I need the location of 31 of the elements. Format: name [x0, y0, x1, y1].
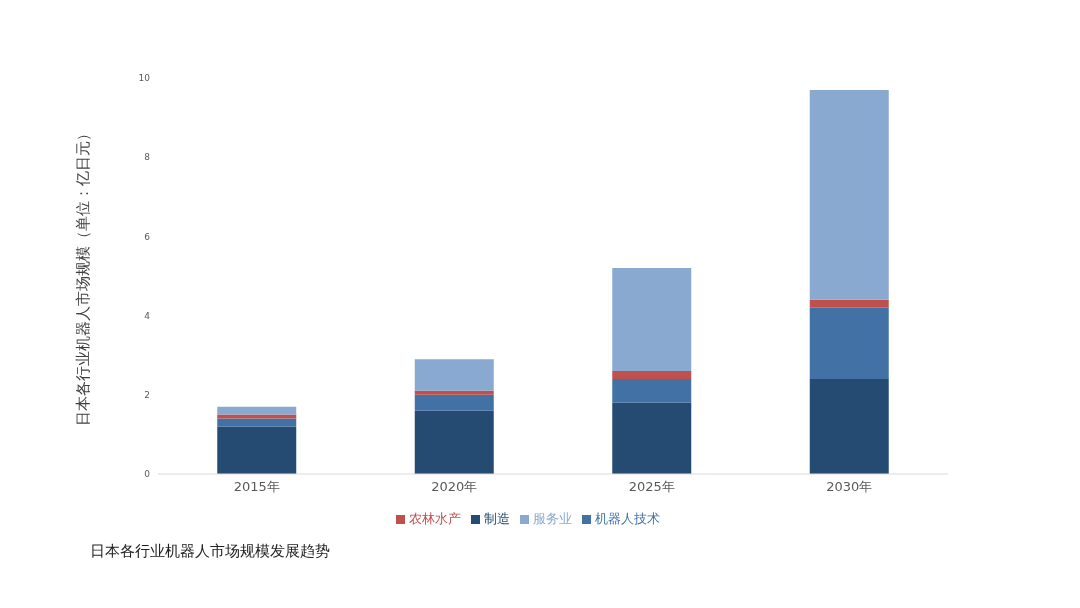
bar — [809, 307, 889, 379]
bar — [414, 359, 494, 391]
y-tick-label: 2 — [144, 389, 150, 400]
y-tick-label: 6 — [144, 231, 151, 242]
bar — [809, 378, 889, 474]
legend-label: 农林水产 — [409, 511, 461, 526]
bar — [414, 410, 494, 474]
bar — [612, 402, 692, 474]
y-tick-label: 0 — [144, 469, 151, 480]
bar — [217, 414, 297, 419]
bar — [217, 426, 297, 474]
y-tick-label: 4 — [144, 310, 151, 321]
legend-label: 服务业 — [533, 511, 572, 526]
x-tick-label: 2015年 — [233, 479, 280, 495]
legend-label: 制造 — [484, 511, 510, 526]
bar — [612, 371, 692, 379]
bar — [217, 406, 297, 415]
x-tick-label: 2025年 — [628, 479, 675, 495]
bar — [612, 378, 692, 403]
y-axis-title: 日本各行业机器人市场规模（单位：亿日元） — [74, 126, 93, 426]
bar — [612, 268, 692, 372]
x-tick-label: 2020年 — [431, 479, 478, 495]
x-tick-label: 2030年 — [826, 479, 873, 495]
bar — [414, 390, 494, 395]
y-tick-label: 10 — [138, 73, 151, 84]
text: 日本各行业机器人市场规模发展趋势 — [90, 542, 331, 561]
bar — [809, 89, 889, 300]
legend-label: 机器人技术 — [595, 511, 660, 526]
bar — [809, 299, 889, 308]
bar — [414, 394, 494, 411]
y-tick-label: 8 — [144, 152, 151, 163]
